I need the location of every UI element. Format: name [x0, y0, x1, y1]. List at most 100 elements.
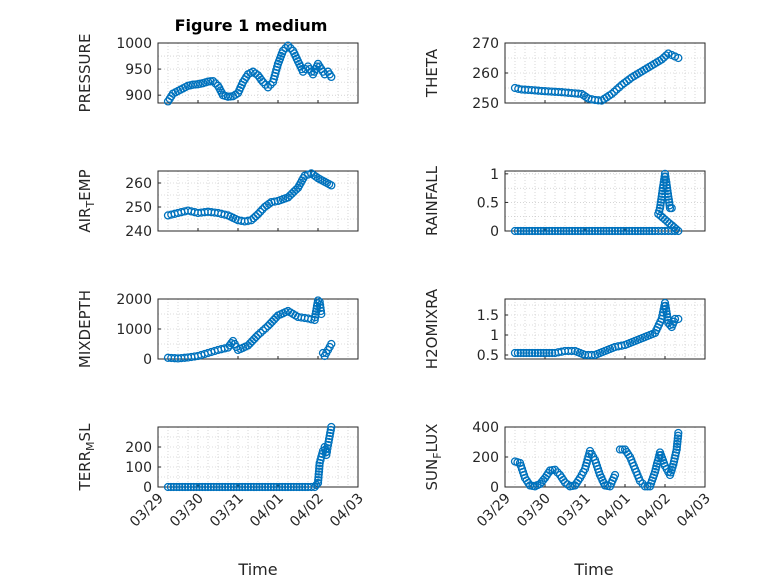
data-point	[307, 67, 316, 76]
data-point	[530, 226, 540, 236]
data-point	[574, 89, 583, 98]
data-point	[263, 83, 273, 92]
data-point	[191, 80, 200, 89]
data-point	[579, 91, 589, 100]
data-point	[186, 81, 195, 90]
data-point	[510, 226, 520, 236]
data-point	[579, 226, 588, 236]
data-point	[616, 226, 625, 236]
x-axis-label: Time	[573, 560, 613, 579]
data-point	[201, 78, 210, 87]
data-point	[269, 315, 279, 324]
data-point	[625, 226, 634, 236]
data-point	[246, 482, 256, 492]
data-point	[539, 348, 548, 358]
data-point	[610, 226, 620, 236]
data-point	[547, 226, 557, 236]
data-point	[256, 328, 265, 337]
data-point	[300, 482, 310, 492]
axes-frame	[157, 426, 359, 488]
data-point	[324, 180, 334, 189]
data-point	[587, 226, 597, 236]
data-point	[283, 41, 293, 50]
data-point	[187, 207, 196, 216]
data-point	[559, 475, 568, 485]
data-point	[567, 346, 576, 356]
axes-frame	[157, 42, 359, 104]
data-point	[297, 313, 306, 322]
series-pressure	[163, 41, 336, 106]
data-point	[570, 89, 580, 98]
data-point	[639, 226, 648, 236]
data-point	[325, 342, 334, 352]
axes-h2omixra: 0.5 1 1.5 H2OMIXRA	[423, 288, 706, 369]
data-point	[195, 482, 204, 492]
data-point	[525, 348, 534, 358]
data-point	[607, 226, 617, 236]
data-point	[663, 186, 672, 196]
series-rainfall	[510, 169, 683, 236]
data-point	[260, 482, 270, 492]
data-point	[671, 448, 681, 457]
data-point	[522, 348, 531, 358]
data-point	[609, 473, 618, 482]
data-point	[249, 335, 259, 344]
data-point	[630, 226, 640, 236]
data-point	[550, 87, 560, 96]
data-point	[647, 226, 657, 236]
data-point	[243, 482, 253, 492]
data-point	[207, 347, 216, 357]
data-point	[649, 470, 659, 480]
x-tick-label: 04/02	[287, 491, 327, 531]
data-point	[553, 226, 563, 236]
data-point	[312, 62, 321, 71]
data-point	[540, 87, 550, 96]
data-point	[166, 482, 176, 492]
data-point	[533, 348, 543, 358]
data-point	[314, 475, 323, 485]
data-point	[266, 482, 276, 492]
data-point	[309, 170, 318, 180]
data-point	[317, 309, 326, 319]
data-point	[270, 197, 279, 206]
data-point	[563, 480, 572, 489]
data-point	[613, 226, 623, 236]
data-point	[273, 62, 282, 72]
data-point	[286, 44, 295, 53]
data-point	[238, 482, 247, 492]
y-tick-label: 0.5	[477, 195, 499, 211]
axes-pressure: 900 950 1000 PRESSURE	[76, 34, 359, 112]
data-point	[670, 454, 679, 463]
data-point	[663, 315, 673, 325]
data-point	[520, 85, 530, 94]
data-point	[548, 465, 557, 475]
data-point	[207, 208, 216, 217]
data-point	[615, 83, 624, 92]
data-point	[519, 348, 528, 358]
y-axis-label: AIRTEMP	[76, 169, 97, 232]
data-point	[183, 482, 193, 492]
data-point	[659, 53, 669, 62]
data-point	[289, 482, 298, 492]
data-point	[622, 77, 631, 86]
data-point	[530, 86, 540, 95]
axes-air-temp: 240 250 260 AIRTEMP	[76, 169, 359, 240]
data-point	[217, 209, 226, 218]
data-point	[661, 304, 671, 313]
data-point	[638, 333, 647, 343]
data-point	[240, 482, 250, 492]
y-tick-label: 260	[125, 176, 152, 192]
data-point	[553, 468, 562, 477]
data-point	[246, 68, 255, 78]
data-point	[519, 226, 528, 236]
data-point	[661, 172, 670, 181]
data-point	[261, 80, 270, 89]
data-point	[550, 226, 560, 236]
data-point	[667, 50, 676, 60]
x-tick-label: 04/03	[327, 491, 367, 531]
data-point	[163, 482, 173, 492]
data-point	[315, 300, 325, 310]
data-point	[536, 348, 545, 358]
data-point	[664, 192, 673, 201]
